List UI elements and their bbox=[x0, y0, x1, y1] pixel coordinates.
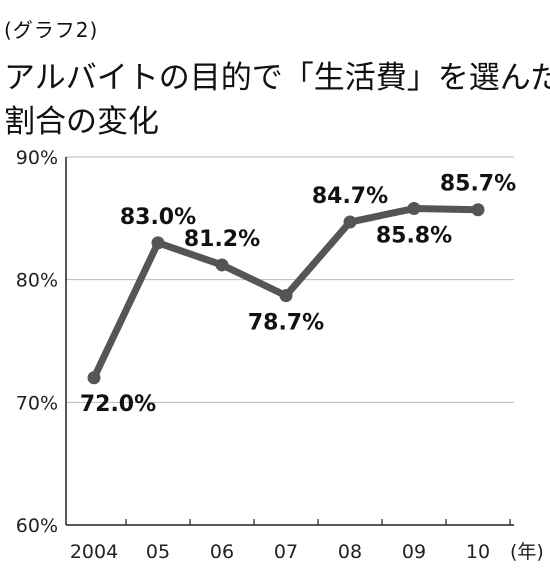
y-tick-label: 80% bbox=[16, 270, 58, 292]
data-label: 85.8% bbox=[376, 224, 452, 249]
y-tick-label: 60% bbox=[16, 515, 58, 537]
data-label: 85.7% bbox=[440, 172, 516, 197]
x-tick-label: 06 bbox=[210, 541, 234, 563]
data-point bbox=[279, 289, 293, 303]
x-tick-label: 09 bbox=[402, 541, 426, 563]
data-point bbox=[151, 236, 165, 250]
y-tick-label: 90% bbox=[16, 147, 58, 169]
x-tick-label: 08 bbox=[338, 541, 362, 563]
data-point bbox=[407, 202, 421, 216]
data-label: 81.2% bbox=[184, 227, 260, 252]
data-point bbox=[215, 258, 229, 272]
chart-title-line-2: 割合の変化 bbox=[4, 104, 159, 140]
data-point bbox=[471, 203, 485, 217]
data-label: 72.0% bbox=[80, 392, 156, 417]
data-point bbox=[87, 371, 101, 385]
x-tick-label: 10 bbox=[466, 541, 490, 563]
chart-title-line-1: アルバイトの目的で「生活費」を選んだ bbox=[4, 60, 550, 96]
data-label: 83.0% bbox=[120, 205, 196, 230]
data-point bbox=[343, 215, 357, 229]
x-tick-label: 05 bbox=[146, 541, 170, 563]
x-tick-label: 07 bbox=[274, 541, 298, 563]
figure-label: (グラフ2) bbox=[4, 18, 99, 42]
data-label: 84.7% bbox=[312, 184, 388, 209]
x-axis-unit-label: (年) bbox=[510, 541, 544, 563]
x-tick-label: 2004 bbox=[70, 541, 118, 563]
data-label: 78.7% bbox=[248, 311, 324, 336]
y-tick-label: 70% bbox=[16, 392, 58, 414]
